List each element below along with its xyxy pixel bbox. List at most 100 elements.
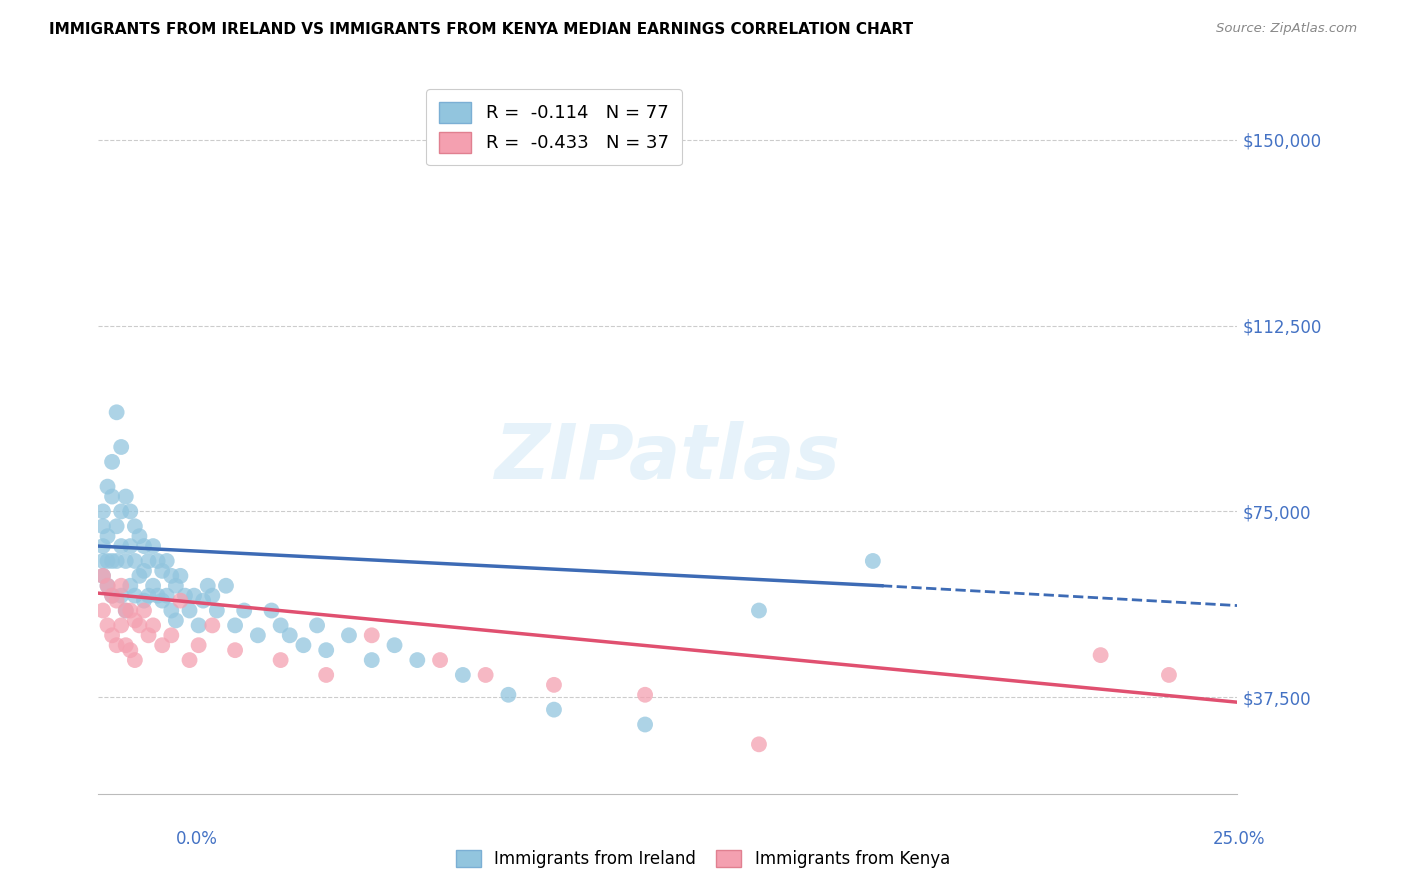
Point bbox=[96, 480, 118, 494]
Point bbox=[96, 529, 118, 543]
Point bbox=[278, 628, 301, 642]
Point bbox=[233, 603, 256, 617]
Point bbox=[1157, 668, 1180, 682]
Point bbox=[120, 603, 142, 617]
Point bbox=[429, 653, 451, 667]
Point bbox=[91, 504, 114, 518]
Point bbox=[128, 529, 150, 543]
Point bbox=[146, 589, 169, 603]
Point bbox=[120, 504, 142, 518]
Point bbox=[114, 603, 136, 617]
Point bbox=[132, 564, 155, 578]
Point bbox=[132, 603, 155, 617]
Point bbox=[193, 593, 215, 607]
Point bbox=[179, 603, 201, 617]
Point bbox=[451, 668, 474, 682]
Point bbox=[114, 490, 136, 504]
Point bbox=[183, 589, 205, 603]
Point bbox=[384, 638, 406, 652]
Point bbox=[224, 618, 246, 632]
Point bbox=[156, 554, 179, 568]
Point bbox=[105, 593, 128, 607]
Point bbox=[201, 618, 224, 632]
Point bbox=[91, 554, 114, 568]
Point bbox=[91, 569, 114, 583]
Legend: R =  -0.114   N = 77, R =  -0.433   N = 37: R = -0.114 N = 77, R = -0.433 N = 37 bbox=[426, 89, 682, 165]
Point bbox=[179, 653, 201, 667]
Point bbox=[124, 614, 146, 628]
Point bbox=[634, 688, 657, 702]
Point bbox=[120, 579, 142, 593]
Point bbox=[138, 628, 160, 642]
Point bbox=[96, 618, 118, 632]
Point bbox=[197, 579, 219, 593]
Point bbox=[165, 579, 187, 593]
Point bbox=[270, 618, 292, 632]
Point bbox=[174, 589, 197, 603]
Point bbox=[120, 539, 142, 553]
Text: Source: ZipAtlas.com: Source: ZipAtlas.com bbox=[1216, 22, 1357, 36]
Point bbox=[748, 603, 770, 617]
Text: ZIPatlas: ZIPatlas bbox=[495, 422, 841, 495]
Point bbox=[128, 618, 150, 632]
Point bbox=[110, 440, 132, 454]
Point bbox=[142, 618, 165, 632]
Point bbox=[96, 579, 118, 593]
Point bbox=[201, 589, 224, 603]
Point bbox=[91, 603, 114, 617]
Point bbox=[138, 589, 160, 603]
Point bbox=[246, 628, 269, 642]
Point bbox=[498, 688, 520, 702]
Point bbox=[101, 589, 124, 603]
Point bbox=[205, 603, 228, 617]
Point bbox=[360, 653, 382, 667]
Point bbox=[307, 618, 329, 632]
Point bbox=[748, 737, 770, 751]
Point bbox=[337, 628, 360, 642]
Legend: Immigrants from Ireland, Immigrants from Kenya: Immigrants from Ireland, Immigrants from… bbox=[450, 843, 956, 875]
Point bbox=[634, 717, 657, 731]
Point bbox=[169, 593, 191, 607]
Point bbox=[224, 643, 246, 657]
Point bbox=[110, 504, 132, 518]
Point bbox=[187, 638, 209, 652]
Point bbox=[91, 569, 114, 583]
Point bbox=[315, 668, 337, 682]
Point bbox=[110, 589, 132, 603]
Point bbox=[101, 490, 124, 504]
Point bbox=[101, 554, 124, 568]
Point bbox=[101, 455, 124, 469]
Point bbox=[142, 579, 165, 593]
Point bbox=[292, 638, 315, 652]
Point bbox=[474, 668, 496, 682]
Point bbox=[105, 405, 128, 419]
Point bbox=[114, 638, 136, 652]
Point bbox=[124, 519, 146, 533]
Point bbox=[91, 519, 114, 533]
Point bbox=[142, 539, 165, 553]
Point bbox=[160, 569, 183, 583]
Point bbox=[105, 519, 128, 533]
Text: IMMIGRANTS FROM IRELAND VS IMMIGRANTS FROM KENYA MEDIAN EARNINGS CORRELATION CHA: IMMIGRANTS FROM IRELAND VS IMMIGRANTS FR… bbox=[49, 22, 914, 37]
Point bbox=[215, 579, 238, 593]
Point bbox=[124, 653, 146, 667]
Point bbox=[150, 564, 173, 578]
Point bbox=[150, 638, 173, 652]
Point bbox=[110, 579, 132, 593]
Text: 0.0%: 0.0% bbox=[176, 830, 218, 847]
Point bbox=[543, 703, 565, 717]
Point bbox=[101, 589, 124, 603]
Point bbox=[132, 539, 155, 553]
Point bbox=[110, 618, 132, 632]
Point bbox=[124, 554, 146, 568]
Point bbox=[169, 569, 191, 583]
Point bbox=[110, 539, 132, 553]
Point bbox=[165, 614, 187, 628]
Point bbox=[105, 638, 128, 652]
Point bbox=[160, 628, 183, 642]
Point bbox=[101, 628, 124, 642]
Point bbox=[270, 653, 292, 667]
Point bbox=[114, 554, 136, 568]
Point bbox=[91, 539, 114, 553]
Point bbox=[1090, 648, 1112, 662]
